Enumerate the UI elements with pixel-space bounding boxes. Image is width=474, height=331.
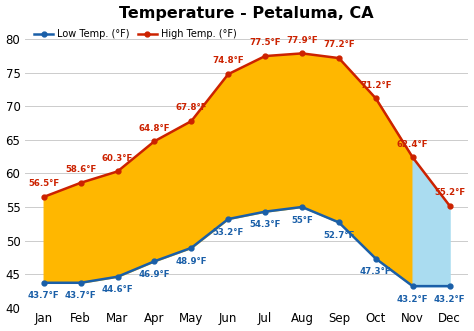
- Text: 58.6°F: 58.6°F: [65, 165, 96, 174]
- Text: 60.3°F: 60.3°F: [102, 154, 133, 163]
- Text: 43.7°F: 43.7°F: [28, 292, 60, 301]
- Text: 54.3°F: 54.3°F: [249, 220, 281, 229]
- Text: 67.8°F: 67.8°F: [175, 103, 207, 113]
- Text: 56.5°F: 56.5°F: [28, 179, 59, 188]
- Text: 43.2°F: 43.2°F: [397, 295, 428, 304]
- Text: 47.3°F: 47.3°F: [360, 267, 392, 276]
- Text: 44.6°F: 44.6°F: [102, 285, 133, 295]
- Text: 53.2°F: 53.2°F: [212, 228, 244, 237]
- Text: 77.5°F: 77.5°F: [249, 38, 281, 47]
- Title: Temperature - Petaluma, CA: Temperature - Petaluma, CA: [119, 6, 374, 21]
- Text: 62.4°F: 62.4°F: [397, 140, 428, 149]
- Text: 43.7°F: 43.7°F: [65, 292, 96, 301]
- Text: 77.9°F: 77.9°F: [286, 36, 318, 45]
- Text: 77.2°F: 77.2°F: [323, 40, 355, 49]
- Text: 71.2°F: 71.2°F: [360, 81, 392, 90]
- Text: 64.8°F: 64.8°F: [139, 123, 170, 132]
- Text: 43.2°F: 43.2°F: [434, 295, 465, 304]
- Text: 48.9°F: 48.9°F: [175, 257, 207, 265]
- Text: 55°F: 55°F: [291, 216, 313, 225]
- Text: 52.7°F: 52.7°F: [323, 231, 355, 240]
- Text: 55.2°F: 55.2°F: [434, 188, 465, 197]
- Text: 74.8°F: 74.8°F: [212, 57, 244, 66]
- Legend: Low Temp. (°F), High Temp. (°F): Low Temp. (°F), High Temp. (°F): [30, 25, 241, 43]
- Text: 46.9°F: 46.9°F: [139, 270, 170, 279]
